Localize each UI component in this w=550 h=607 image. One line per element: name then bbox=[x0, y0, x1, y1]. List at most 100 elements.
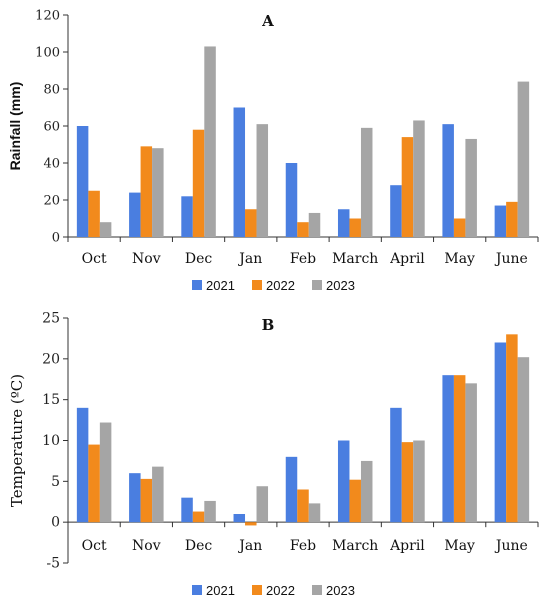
y-axis-title: Temperature (ºC) bbox=[8, 374, 26, 507]
x-category-label: Jan bbox=[237, 538, 262, 554]
bar-2023-may bbox=[465, 138, 477, 237]
bar-2022-march bbox=[349, 218, 361, 237]
bar-2023-nov bbox=[152, 466, 164, 523]
bar-2021-june bbox=[494, 342, 507, 523]
y-tick-label: 60 bbox=[43, 120, 60, 135]
legend-swatch-2023 bbox=[312, 280, 322, 290]
legend-swatch-2021 bbox=[192, 280, 202, 290]
x-category-label: April bbox=[389, 538, 425, 554]
bar-2023-feb bbox=[308, 503, 321, 523]
panel-label: A bbox=[261, 12, 274, 30]
bar-2022-oct bbox=[88, 190, 100, 237]
bar-2023-march bbox=[360, 127, 373, 237]
x-category-label: May bbox=[444, 538, 475, 554]
y-tick-label: 40 bbox=[43, 157, 60, 172]
y-tick-label: 5 bbox=[51, 474, 60, 490]
x-category-label: Dec bbox=[185, 251, 213, 267]
x-category-label: Nov bbox=[132, 251, 161, 267]
bar-2022-may bbox=[453, 218, 466, 237]
bar-2021-nov bbox=[129, 473, 141, 523]
x-category-label: May bbox=[444, 251, 475, 267]
bar-2023-oct bbox=[99, 222, 112, 237]
bar-2023-jan bbox=[256, 486, 269, 523]
bar-2022-june bbox=[506, 201, 518, 237]
legend-label-2023: 2023 bbox=[326, 583, 355, 598]
bar-2022-dec bbox=[192, 511, 205, 523]
bar-2021-june bbox=[494, 205, 507, 237]
bar-2021-feb bbox=[285, 163, 298, 237]
bar-2021-april bbox=[390, 407, 402, 523]
x-category-label: March bbox=[332, 251, 378, 267]
legend-label-2023: 2023 bbox=[326, 278, 355, 293]
bar-2021-march bbox=[337, 209, 350, 237]
bar-2023-april bbox=[413, 120, 425, 237]
bar-2021-jan bbox=[233, 107, 246, 237]
y-tick-label: 120 bbox=[35, 9, 60, 24]
bar-2021-dec bbox=[181, 497, 193, 523]
y-tick-label: 25 bbox=[42, 311, 60, 327]
bar-2022-feb bbox=[297, 222, 309, 237]
bar-2022-may bbox=[453, 375, 466, 523]
bar-2022-jan bbox=[245, 522, 257, 526]
bar-2021-dec bbox=[181, 196, 193, 237]
y-tick-label: 80 bbox=[43, 83, 60, 98]
bar-2021-april bbox=[390, 185, 402, 237]
bar-2022-dec bbox=[192, 129, 205, 237]
bar-2021-jan bbox=[233, 514, 246, 523]
y-tick-label: 20 bbox=[42, 351, 60, 367]
chart-panel-a: 0 20 40 60 80 100 120 Oct Nov Dec Jan Feb March April… bbox=[7, 9, 539, 293]
bar-2023-nov bbox=[152, 148, 164, 237]
bar-2022-nov bbox=[140, 478, 153, 523]
y-tick-label: 0 bbox=[52, 231, 60, 246]
y-tick-label: -5 bbox=[46, 556, 60, 572]
panel-label: B bbox=[262, 316, 275, 334]
x-category-label: March bbox=[332, 538, 378, 554]
legend-label-2022: 2022 bbox=[266, 583, 295, 598]
x-category-label: Oct bbox=[82, 538, 107, 554]
x-category-label: Dec bbox=[185, 538, 213, 554]
y-tick-label: 0 bbox=[51, 515, 60, 531]
bar-2023-jan bbox=[256, 124, 269, 237]
legend-label-2021: 2021 bbox=[206, 278, 235, 293]
legend-swatch-2022 bbox=[252, 585, 262, 595]
legend-label-2022: 2022 bbox=[266, 278, 295, 293]
bar-2022-jan bbox=[245, 209, 257, 237]
legend-swatch-2022 bbox=[252, 280, 262, 290]
bar-2023-feb bbox=[308, 212, 321, 237]
x-category-label: June bbox=[494, 538, 528, 554]
x-category-label: June bbox=[494, 251, 528, 267]
bar-2021-nov bbox=[129, 192, 141, 237]
x-category-label: Jan bbox=[237, 251, 262, 267]
bar-2021-oct bbox=[76, 126, 89, 237]
bar-2023-march bbox=[360, 460, 373, 523]
legend-swatch-2023 bbox=[312, 585, 322, 595]
bar-2022-march bbox=[349, 479, 361, 523]
bar-2022-nov bbox=[140, 146, 153, 237]
bar-2023-may bbox=[465, 383, 477, 523]
bar-2021-oct bbox=[76, 407, 89, 523]
bar-2021-may bbox=[442, 375, 454, 523]
x-category-label: Feb bbox=[290, 251, 316, 267]
bar-2023-april bbox=[413, 440, 425, 523]
bar-2023-dec bbox=[204, 46, 216, 238]
bar-2022-oct bbox=[88, 444, 100, 523]
legend-label-2021: 2021 bbox=[206, 583, 235, 598]
bar-2022-april bbox=[401, 442, 414, 523]
x-category-label: Feb bbox=[290, 538, 316, 554]
y-tick-label: 15 bbox=[42, 392, 60, 408]
bar-2023-dec bbox=[204, 500, 216, 523]
chart-panel-b: -5 0 5 10 15 20 25 Oct Nov Dec Jan Feb March April May… bbox=[8, 311, 539, 598]
y-axis-title: Rainfall (mm) bbox=[7, 82, 23, 171]
bar-2023-oct bbox=[99, 422, 112, 523]
x-category-label: Nov bbox=[132, 538, 161, 554]
legend-swatch-2021 bbox=[192, 585, 202, 595]
legend: 2021 2022 2023 bbox=[192, 583, 355, 598]
x-category-label: Oct bbox=[82, 251, 107, 267]
x-category-label: April bbox=[389, 251, 425, 267]
bar-2023-june bbox=[517, 357, 530, 523]
bar-2021-feb bbox=[285, 456, 298, 523]
y-tick-label: 20 bbox=[43, 194, 60, 209]
bar-2022-april bbox=[401, 137, 414, 237]
bar-2021-march bbox=[337, 440, 350, 523]
